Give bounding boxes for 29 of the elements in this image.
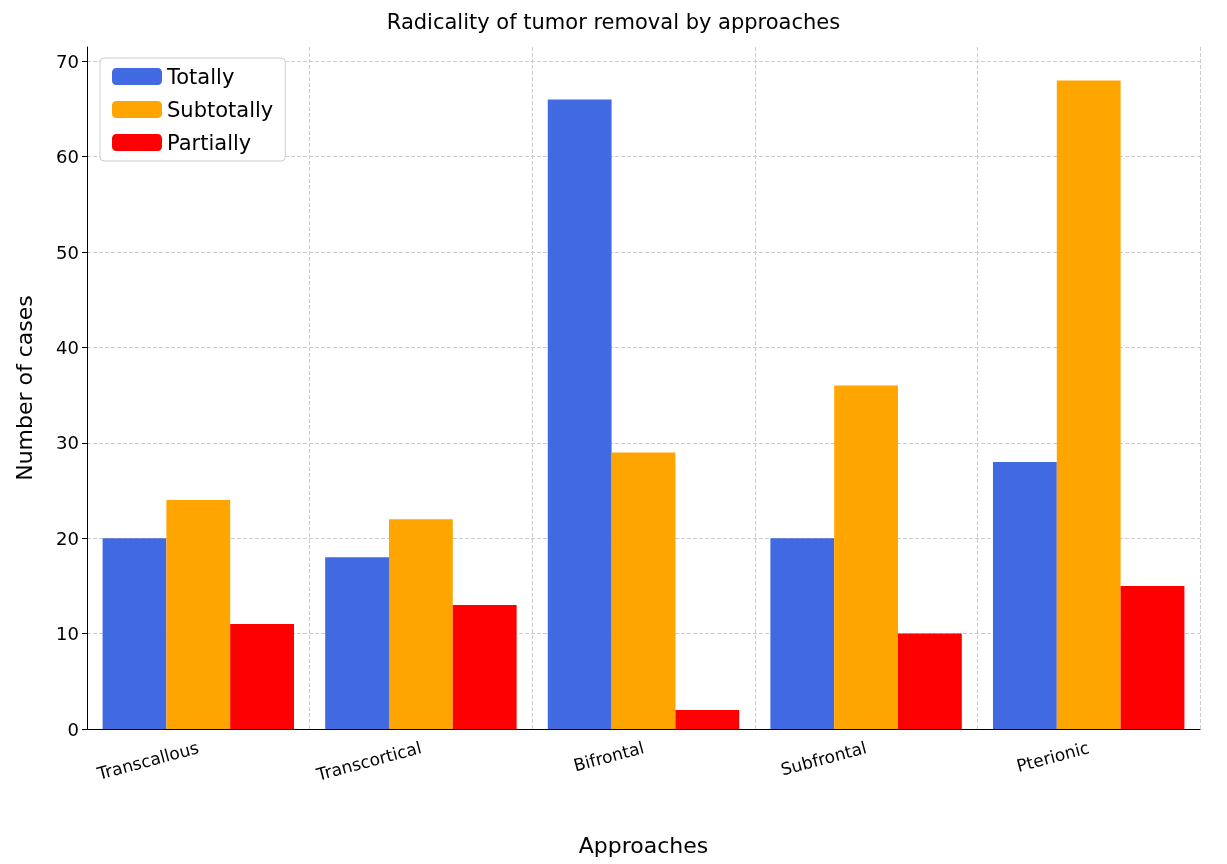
bar: [898, 633, 962, 729]
y-tick-label: 50: [56, 241, 79, 263]
bar: [230, 624, 295, 729]
y-tick-label: 30: [56, 432, 79, 454]
y-tick-label: 70: [56, 50, 79, 72]
y-tick-label: 10: [56, 623, 79, 645]
x-axis-title: Approaches: [578, 832, 709, 858]
y-tick-label: 60: [56, 146, 79, 168]
bar: [102, 538, 167, 729]
y-tick-label: 0: [67, 718, 79, 740]
y-axis-title: Number of cases: [11, 295, 37, 481]
bar: [547, 99, 612, 729]
bar: [834, 385, 899, 729]
bar: [611, 452, 676, 729]
legend-label: Partially: [167, 130, 252, 155]
bar: [388, 519, 453, 729]
bar: [675, 709, 740, 729]
bar: [166, 500, 231, 729]
chart-title: Radicality of tumor removal by approaches: [386, 9, 841, 34]
bar: [992, 461, 1057, 729]
y-tick-label: 20: [56, 527, 79, 549]
legend-label: Totally: [166, 64, 235, 89]
bar: [325, 557, 389, 729]
bar: [1056, 80, 1121, 729]
y-tick-label: 40: [56, 336, 79, 358]
bar: [770, 538, 835, 729]
legend-label: Subtotally: [167, 97, 274, 122]
bar: [1120, 585, 1185, 729]
bar: [452, 605, 517, 729]
